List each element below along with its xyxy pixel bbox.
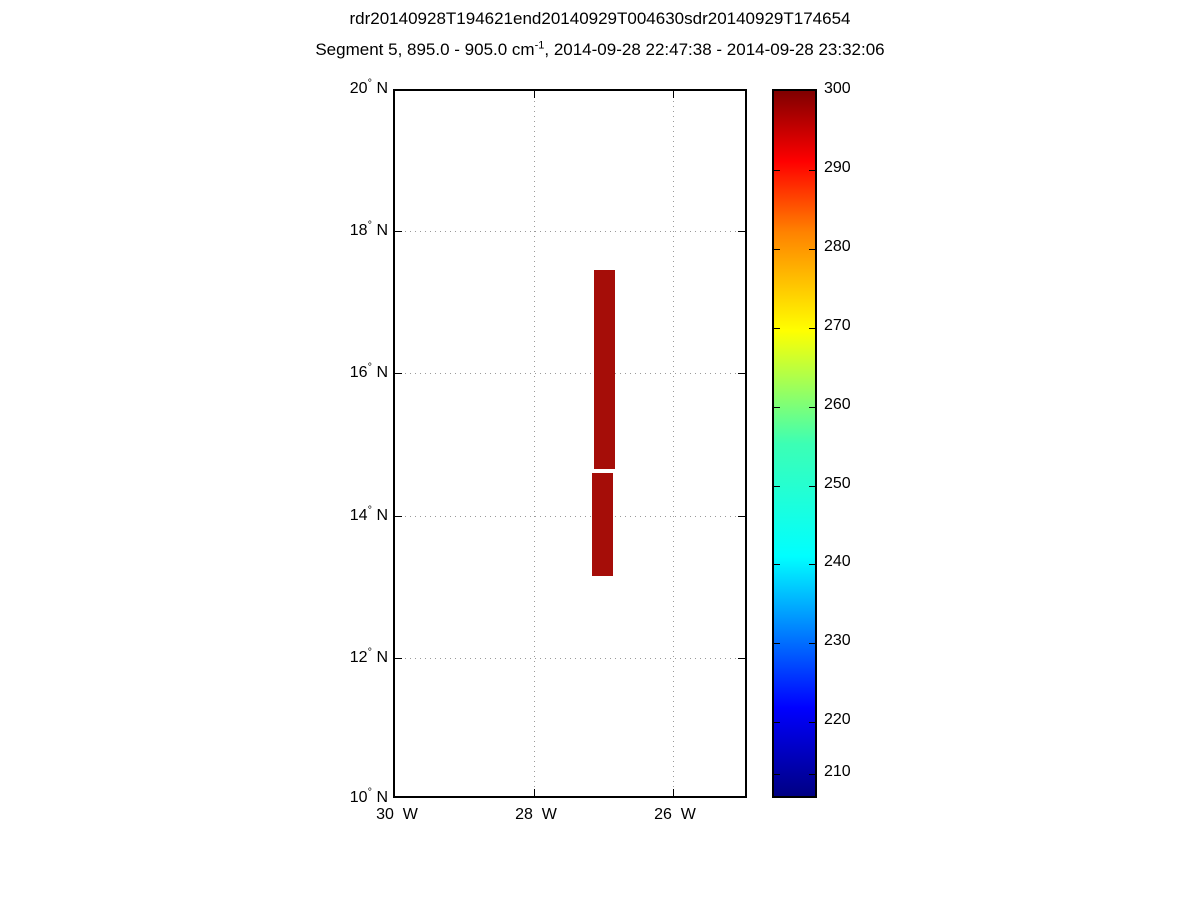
cbtick-260 xyxy=(774,407,780,408)
gridline-lat-16 xyxy=(395,373,745,374)
cbtick-right-290 xyxy=(809,170,815,171)
gridline-lat-12 xyxy=(395,658,745,659)
lat-label-12n: 12° N xyxy=(349,646,388,666)
colorbar-label-230: 230 xyxy=(824,632,851,649)
cbtick-right-210 xyxy=(809,774,815,775)
colorbar[interactable] xyxy=(772,89,817,798)
lat-label-18n: 18° N xyxy=(349,219,388,239)
cbtick-right-250 xyxy=(809,486,815,487)
colorbar-label-210: 210 xyxy=(824,763,851,780)
ytick-right-16n xyxy=(738,373,745,374)
chart-title-block: rdr20140928T194621end20140929T004630sdr2… xyxy=(0,8,1200,61)
colorbar-label-260: 260 xyxy=(824,396,851,413)
colorbar-label-220: 220 xyxy=(824,711,851,728)
ytick-18n xyxy=(395,231,402,232)
colorbar-label-250: 250 xyxy=(824,475,851,492)
cbtick-240 xyxy=(774,564,780,565)
ytick-16n xyxy=(395,373,402,374)
cbtick-right-260 xyxy=(809,407,815,408)
lat-label-16n: 16° N xyxy=(349,361,388,381)
cbtick-250 xyxy=(774,486,780,487)
subtitle-exponent: -1 xyxy=(534,39,545,52)
ytick-12n xyxy=(395,658,402,659)
main-title: rdr20140928T194621end20140929T004630sdr2… xyxy=(349,9,851,28)
subtitle-suffix: , 2014-09-28 22:47:38 - 2014-09-28 23:32… xyxy=(544,40,885,59)
map-plot-area[interactable] xyxy=(393,89,747,798)
gridline-lat-14 xyxy=(395,516,745,517)
cbtick-280 xyxy=(774,249,780,250)
lon-label-26w: 26 W xyxy=(654,806,696,823)
ytick-right-12n xyxy=(738,658,745,659)
subtitle: Segment 5, 895.0 - 905.0 cm-1, 2014-09-2… xyxy=(0,39,1200,61)
colorbar-label-300: 300 xyxy=(824,80,851,97)
xtick-26w xyxy=(673,789,674,796)
ytick-right-14n xyxy=(738,516,745,517)
gridline-lat-18 xyxy=(395,231,745,232)
cbtick-220 xyxy=(774,722,780,723)
cbtick-210 xyxy=(774,774,780,775)
colorbar-label-240: 240 xyxy=(824,553,851,570)
colorbar-label-270: 270 xyxy=(824,317,851,334)
lat-label-14n: 14° N xyxy=(349,504,388,524)
gridline-lon-26w xyxy=(673,91,674,796)
lat-label-20n: 20° N xyxy=(349,77,388,97)
lon-label-28w: 28 W xyxy=(515,806,557,823)
gridline-lon-28w xyxy=(534,91,535,796)
cbtick-right-240 xyxy=(809,564,815,565)
cbtick-230 xyxy=(774,643,780,644)
gridlines xyxy=(395,91,745,796)
cbtick-290 xyxy=(774,170,780,171)
subtitle-prefix: Segment 5, 895.0 - 905.0 cm xyxy=(315,40,535,59)
cbtick-right-230 xyxy=(809,643,815,644)
xtick-top-28w xyxy=(534,91,535,98)
cbtick-right-270 xyxy=(809,328,815,329)
ytick-14n xyxy=(395,516,402,517)
cbtick-right-280 xyxy=(809,249,815,250)
cbtick-right-220 xyxy=(809,722,815,723)
lat-label-10n: 10° N xyxy=(349,786,388,806)
xtick-top-26w xyxy=(673,91,674,98)
cbtick-270 xyxy=(774,328,780,329)
ytick-right-18n xyxy=(738,231,745,232)
lon-label-30w: 30 W xyxy=(376,806,418,823)
colorbar-gradient xyxy=(774,91,815,796)
xtick-28w xyxy=(534,789,535,796)
colorbar-label-280: 280 xyxy=(824,238,851,255)
colorbar-label-290: 290 xyxy=(824,159,851,176)
